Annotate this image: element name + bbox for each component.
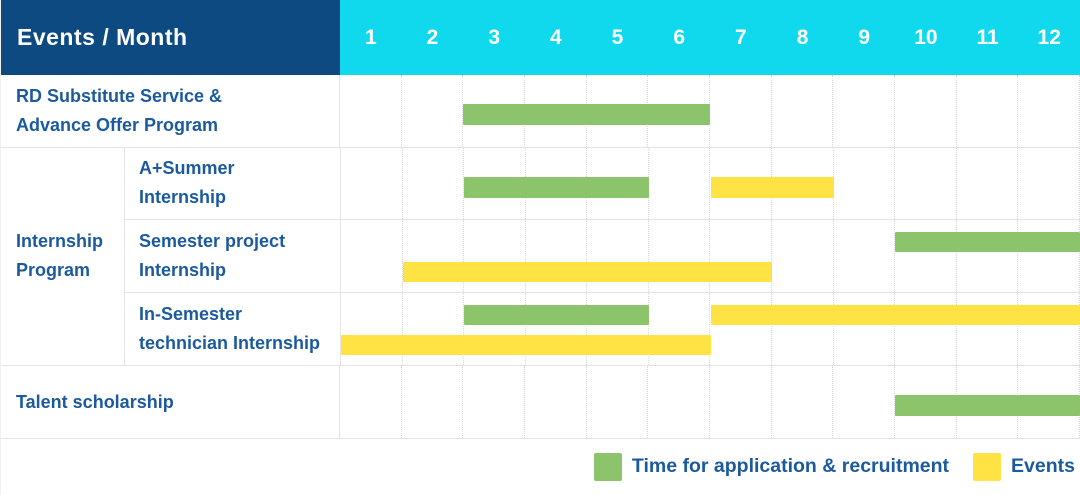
month-header-cell: 3 bbox=[463, 0, 525, 75]
month-gridline-cell bbox=[402, 75, 464, 147]
gantt-bar-events bbox=[341, 335, 711, 355]
row-label: RD Substitute Service & Advance Offer Pr… bbox=[1, 75, 340, 147]
row-sublabel: Semester project Internship bbox=[125, 220, 341, 292]
month-header-cell: 12 bbox=[1018, 0, 1080, 75]
month-header-cell: 10 bbox=[895, 0, 957, 75]
gantt-row: In-Semester technician Internship bbox=[125, 293, 1080, 366]
month-gridline-cell bbox=[834, 220, 896, 292]
legend-swatch-yellow bbox=[973, 453, 1001, 481]
month-gridline-cell bbox=[834, 293, 896, 366]
gantt-bar-recruitment bbox=[895, 395, 1080, 416]
row-sublabel: In-Semester technician Internship bbox=[125, 293, 341, 366]
row-timeline bbox=[340, 366, 1080, 438]
month-gridline-cell bbox=[341, 220, 403, 292]
month-gridline-cell bbox=[402, 366, 464, 438]
legend-label: Time for application & recruitment bbox=[632, 455, 949, 478]
month-gridline-cell bbox=[710, 293, 772, 366]
legend-item: Events bbox=[973, 453, 1075, 481]
month-header-cell: 5 bbox=[587, 0, 649, 75]
month-header-cell: 2 bbox=[402, 0, 464, 75]
month-gridline-cell bbox=[772, 75, 834, 147]
row-timeline bbox=[341, 293, 1080, 366]
month-gridline-cell bbox=[895, 293, 957, 366]
gantt-bar-events bbox=[711, 305, 1080, 325]
row-timeline bbox=[340, 75, 1080, 147]
month-header-cell: 9 bbox=[833, 0, 895, 75]
month-gridline-cell bbox=[895, 75, 957, 147]
gantt-bar-recruitment bbox=[464, 305, 649, 325]
month-gridline-cell bbox=[649, 148, 711, 220]
month-header-cell: 4 bbox=[525, 0, 587, 75]
month-gridline-cell bbox=[957, 220, 1019, 292]
gantt-row: Semester project Internship bbox=[125, 220, 1080, 293]
month-gridline-cell bbox=[1018, 148, 1080, 220]
month-gridline-cell bbox=[403, 148, 465, 220]
month-gridline-cell bbox=[895, 148, 957, 220]
row-label: Talent scholarship bbox=[1, 366, 340, 438]
gantt-bar-events bbox=[711, 177, 834, 198]
month-gridline-cell bbox=[340, 75, 402, 147]
month-header-cell: 8 bbox=[772, 0, 834, 75]
row-timeline bbox=[341, 148, 1080, 220]
gantt-bar-events bbox=[403, 262, 773, 282]
month-gridline-cell bbox=[957, 75, 1019, 147]
gantt-bar-recruitment bbox=[463, 104, 710, 125]
gantt-rows: RD Substitute Service & Advance Offer Pr… bbox=[1, 75, 1080, 439]
month-gridline-cell bbox=[1018, 293, 1080, 366]
month-gridline-cell bbox=[648, 366, 710, 438]
row-timeline bbox=[341, 220, 1080, 292]
month-gridline-cell bbox=[525, 366, 587, 438]
month-gridline-cell bbox=[833, 75, 895, 147]
month-gridline-cell bbox=[340, 366, 402, 438]
month-gridline-cell bbox=[710, 75, 772, 147]
month-gridline-cell bbox=[587, 366, 649, 438]
gantt-row: A+Summer Internship bbox=[125, 148, 1080, 221]
month-gridline-cell bbox=[1018, 75, 1080, 147]
month-gridline-cell bbox=[341, 148, 403, 220]
gantt-bar-recruitment bbox=[895, 232, 1080, 252]
header-events-month-cell: Events / Month bbox=[1, 0, 340, 75]
gantt-row: RD Substitute Service & Advance Offer Pr… bbox=[1, 75, 1080, 148]
chart-legend: Time for application & recruitment Events bbox=[1, 439, 1080, 495]
row-sublabel: A+Summer Internship bbox=[125, 148, 341, 220]
month-gridline-cell bbox=[772, 220, 834, 292]
month-header-cell: 7 bbox=[710, 0, 772, 75]
month-gridline-cell bbox=[772, 293, 834, 366]
month-header-cell: 11 bbox=[957, 0, 1019, 75]
month-gridline-cell bbox=[1018, 220, 1080, 292]
month-gridline-cell bbox=[710, 366, 772, 438]
month-gridline-cell bbox=[834, 148, 896, 220]
month-gridline-cell bbox=[957, 148, 1019, 220]
month-gridline-cell bbox=[895, 220, 957, 292]
group-label: Internship Program bbox=[1, 148, 125, 366]
month-header-cell: 6 bbox=[648, 0, 710, 75]
month-header-cell: 1 bbox=[340, 0, 402, 75]
month-gridline-cell bbox=[463, 366, 525, 438]
gantt-row: Talent scholarship bbox=[1, 366, 1080, 439]
legend-label: Events bbox=[1011, 455, 1075, 478]
gantt-bar-recruitment bbox=[464, 177, 649, 198]
month-gridline-cell bbox=[772, 366, 834, 438]
month-gridline-cell bbox=[957, 293, 1019, 366]
month-gridline-cell bbox=[833, 366, 895, 438]
legend-swatch-green bbox=[594, 453, 622, 481]
legend-item: Time for application & recruitment bbox=[594, 453, 949, 481]
